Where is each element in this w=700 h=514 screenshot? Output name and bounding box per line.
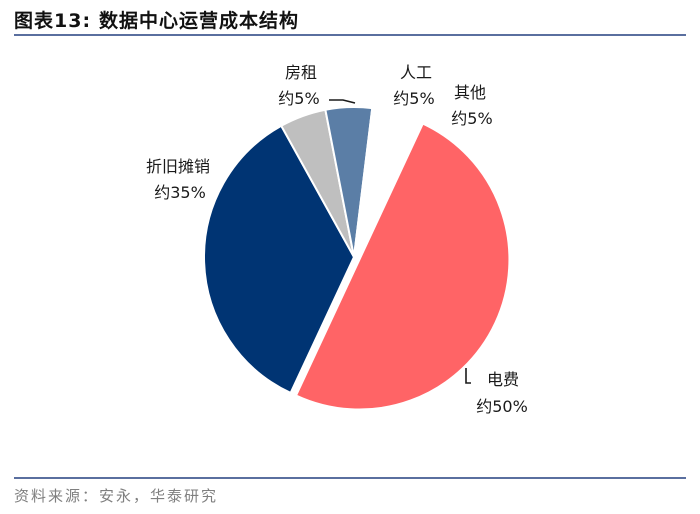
slice-depreciation [203, 124, 356, 395]
slice-name-depreciation: 折旧摊销 [146, 157, 210, 176]
slice-value-electricity: 约50% [476, 397, 528, 416]
slice-name-other: 其他 [454, 83, 486, 102]
slice-electricity [294, 122, 511, 411]
pie-slices [203, 106, 511, 411]
leader-lines [329, 99, 471, 384]
figure-title: 数据中心运营成本结构 [99, 10, 300, 32]
slice-name-electricity: 电费 [487, 370, 519, 389]
slice-value-labor: 约5% [393, 89, 434, 108]
slice-value-other: 约5% [451, 109, 492, 128]
slice-other [353, 107, 419, 258]
top-rule [14, 34, 686, 36]
slice-name-rent: 房租 [285, 63, 317, 82]
chart-title: 图表13: 数据中心运营成本结构 [14, 6, 686, 32]
slice-name-labor: 人工 [400, 63, 432, 82]
source-note: 资料来源：安永，华泰研究 [14, 487, 219, 505]
slice-value-rent: 约5% [278, 89, 319, 108]
leader-rent [329, 99, 356, 104]
figure-number: 图表13: [14, 10, 92, 32]
slice-value-depreciation: 约35% [154, 183, 206, 202]
leader-electricity [465, 368, 471, 384]
bottom-rule [14, 477, 686, 479]
